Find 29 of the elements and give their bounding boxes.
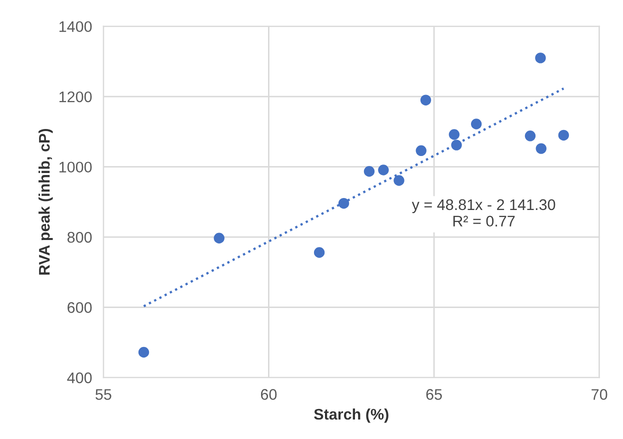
point: [451, 140, 462, 150]
point: [558, 130, 569, 141]
point: [470, 118, 482, 130]
x-tick-label: 65: [426, 389, 442, 400]
point: [524, 130, 536, 142]
point: [535, 52, 546, 64]
x-tick-label: 55: [96, 389, 112, 400]
point: [364, 166, 375, 177]
point: [536, 143, 546, 154]
x-axis-title: Starch (%): [314, 408, 388, 423]
point: [338, 198, 350, 209]
y-tick-label: 1400: [59, 21, 92, 32]
point: [416, 145, 426, 156]
point: [420, 94, 432, 106]
x-tick-label: 70: [592, 389, 608, 400]
point: [138, 346, 150, 358]
y-tick-label: 800: [67, 232, 92, 243]
y-tick-label: 1000: [59, 162, 92, 173]
point: [394, 175, 404, 186]
y-tick-label: 600: [68, 302, 92, 313]
point: [378, 164, 389, 176]
annotation: y = 48.81x - 2 141.30 R² = 0.77: [412, 199, 556, 227]
y-tick-label: 400: [67, 372, 92, 384]
point: [214, 232, 224, 244]
point: [448, 129, 460, 140]
y-axis-title: RVA peak (inhib, cP): [38, 128, 53, 275]
x-tick-label: 60: [261, 389, 277, 400]
y-tick-label: 1200: [59, 91, 92, 102]
point: [314, 247, 325, 258]
